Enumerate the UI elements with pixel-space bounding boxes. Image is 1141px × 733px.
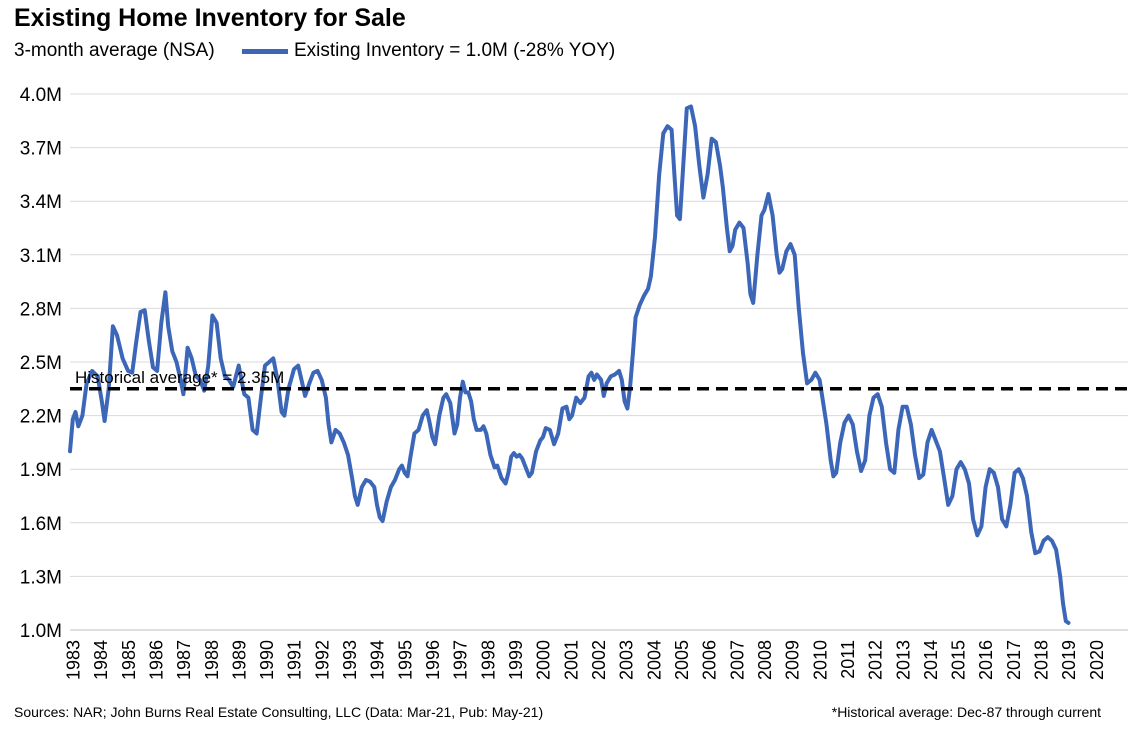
x-tick-label: 1997: [451, 640, 471, 680]
y-tick-label: 1.9M: [20, 460, 62, 481]
x-tick-label: 2003: [617, 640, 637, 680]
x-tick-label: 2000: [534, 640, 554, 680]
y-tick-label: 4.0M: [20, 85, 62, 106]
y-axis-ticks: 1.0M 1.3M 1.6M 1.9M 2.2M 2.5M 2.8M 3.1M 3.4M 3.7M…: [20, 85, 62, 642]
x-tick-label: 1999: [506, 640, 526, 680]
x-tick-label: 2005: [672, 640, 692, 680]
x-tick-label: 1985: [119, 640, 139, 680]
historical-average-label: Historical average* = 2.35M: [75, 368, 284, 387]
x-tick-label: 1998: [478, 640, 498, 680]
series-line-0: [68, 104, 1071, 625]
y-tick-label: 1.3M: [20, 567, 62, 588]
x-tick-label: 2004: [644, 640, 664, 680]
legend: Existing Inventory = 1.0M (-28% YOY): [242, 40, 615, 62]
series-layer: [68, 104, 1071, 625]
x-tick-label: 1984: [91, 640, 111, 680]
x-tick-label: 2016: [976, 640, 996, 680]
legend-swatch: [242, 48, 288, 54]
x-tick-label: 2013: [893, 640, 913, 680]
x-tick-label: 2018: [1032, 640, 1052, 680]
y-tick-label: 2.2M: [20, 407, 62, 428]
x-tick-label: 2019: [1059, 640, 1079, 680]
y-tick-label: 3.1M: [20, 246, 62, 267]
chart-subtitle: 3-month average (NSA): [14, 40, 215, 61]
x-tick-label: 1992: [312, 640, 332, 680]
gridlines: [70, 93, 1128, 631]
y-tick-label: 1.0M: [20, 621, 62, 642]
x-tick-label: 2012: [866, 640, 886, 680]
y-tick-label: 3.7M: [20, 139, 62, 160]
x-tick-label: 1990: [257, 640, 277, 680]
x-tick-label: 1996: [423, 640, 443, 680]
x-tick-label: 2007: [727, 640, 747, 680]
x-tick-label: 1991: [285, 640, 305, 680]
y-tick-label: 1.6M: [20, 514, 62, 535]
x-tick-label: 2006: [700, 640, 720, 680]
x-tick-label: 1993: [340, 640, 360, 680]
x-tick-label: 1995: [395, 640, 415, 680]
x-tick-label: 2010: [810, 640, 830, 680]
y-tick-label: 3.4M: [20, 192, 62, 213]
x-tick-label: 2009: [783, 640, 803, 680]
x-tick-label: 2001: [561, 640, 581, 680]
x-tick-label: 2020: [1087, 640, 1107, 680]
chart-title: Existing Home Inventory for Sale: [14, 4, 406, 32]
average-footnote: *Historical average: Dec-87 through curr…: [831, 704, 1101, 720]
x-tick-label: 1988: [202, 640, 222, 680]
x-tick-label: 2008: [755, 640, 775, 680]
x-tick-label: 2011: [838, 640, 858, 679]
x-tick-label: 1987: [174, 640, 194, 680]
x-tick-label: 2002: [589, 640, 609, 680]
x-tick-label: 2017: [1004, 640, 1024, 680]
x-tick-label: 2014: [921, 640, 941, 680]
x-tick-label: 2015: [949, 640, 969, 680]
legend-label: Existing Inventory = 1.0M (-28% YOY): [294, 40, 616, 61]
y-tick-label: 2.8M: [20, 299, 62, 320]
x-axis-ticks: 1983 1984 1985 1986 1987 1988 1989 1990 1991 1992…: [63, 640, 1106, 680]
x-tick-label: 1986: [146, 640, 166, 680]
average-layer: Historical average* = 2.35M: [70, 368, 1128, 391]
y-tick-label: 2.5M: [20, 353, 62, 374]
sources-note: Sources: NAR; John Burns Real Estate Con…: [14, 704, 544, 720]
x-tick-label: 1994: [368, 640, 388, 680]
x-tick-label: 1989: [229, 640, 249, 680]
x-tick-label: 1983: [63, 640, 83, 680]
